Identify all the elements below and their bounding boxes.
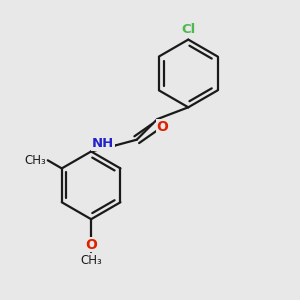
Text: CH₃: CH₃ [80, 254, 102, 267]
Text: Cl: Cl [181, 23, 195, 36]
Text: CH₃: CH₃ [25, 154, 46, 167]
Text: O: O [156, 120, 168, 134]
Text: NH: NH [92, 137, 114, 150]
Text: O: O [85, 238, 97, 252]
